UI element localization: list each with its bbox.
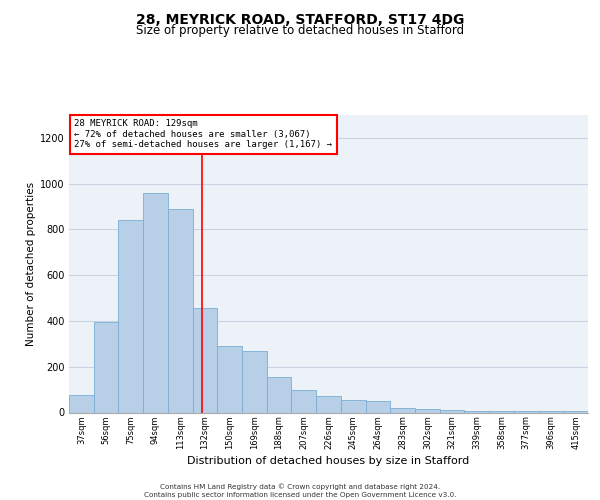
Bar <box>168 209 193 412</box>
Bar <box>267 377 292 412</box>
Text: Size of property relative to detached houses in Stafford: Size of property relative to detached ho… <box>136 24 464 37</box>
Bar <box>217 346 242 412</box>
X-axis label: Distribution of detached houses by size in Stafford: Distribution of detached houses by size … <box>187 456 470 466</box>
Text: 28 MEYRICK ROAD: 129sqm
← 72% of detached houses are smaller (3,067)
27% of semi: 28 MEYRICK ROAD: 129sqm ← 72% of detache… <box>74 120 332 150</box>
Text: Contains HM Land Registry data © Crown copyright and database right 2024.
Contai: Contains HM Land Registry data © Crown c… <box>144 484 456 498</box>
Bar <box>464 410 489 412</box>
Bar <box>390 408 415 412</box>
Bar <box>440 410 464 412</box>
Y-axis label: Number of detached properties: Number of detached properties <box>26 182 36 346</box>
Bar <box>415 409 440 412</box>
Bar <box>365 401 390 412</box>
Bar <box>341 400 365 412</box>
Bar <box>118 220 143 412</box>
Bar <box>143 193 168 412</box>
Bar <box>69 396 94 412</box>
Bar <box>94 322 118 412</box>
Bar <box>292 390 316 412</box>
Bar <box>316 396 341 412</box>
Bar <box>193 308 217 412</box>
Text: 28, MEYRICK ROAD, STAFFORD, ST17 4DG: 28, MEYRICK ROAD, STAFFORD, ST17 4DG <box>136 12 464 26</box>
Bar <box>242 350 267 412</box>
